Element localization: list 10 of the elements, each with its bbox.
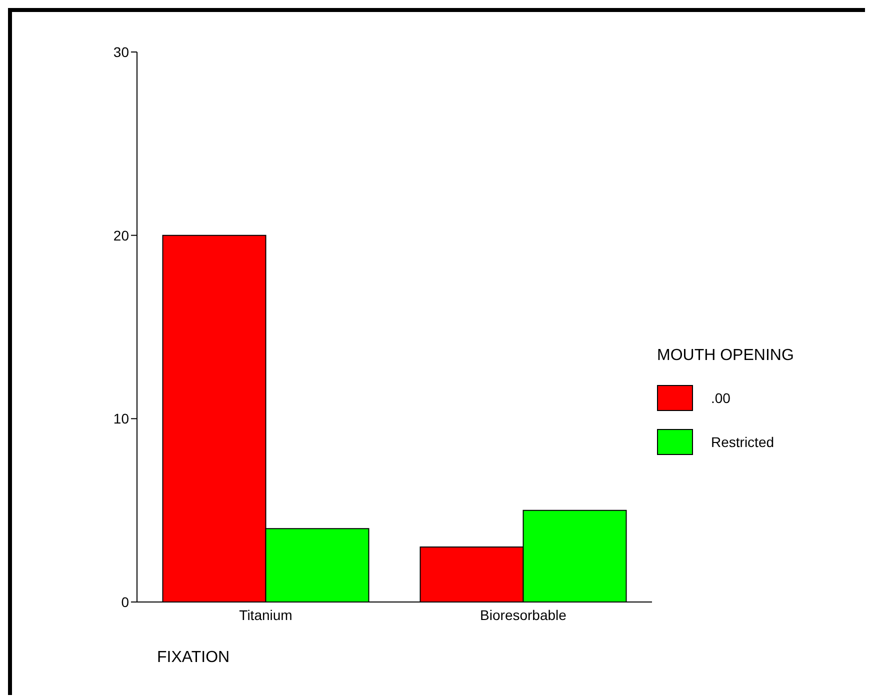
y-tick-label: 20 xyxy=(113,227,130,244)
y-tick-label: 30 xyxy=(113,44,130,60)
legend-label: Restricted xyxy=(711,434,774,450)
y-tick-label: 0 xyxy=(121,594,130,610)
x-tick-label: Titanium xyxy=(239,606,292,623)
x-tick-label: Bioresorbable xyxy=(480,606,567,623)
y-tick-label: 10 xyxy=(113,410,130,427)
x-axis-title: FIXATION xyxy=(157,649,230,667)
legend-title: MOUTH OPENING xyxy=(657,347,794,365)
legend-label: .00 xyxy=(711,390,730,406)
